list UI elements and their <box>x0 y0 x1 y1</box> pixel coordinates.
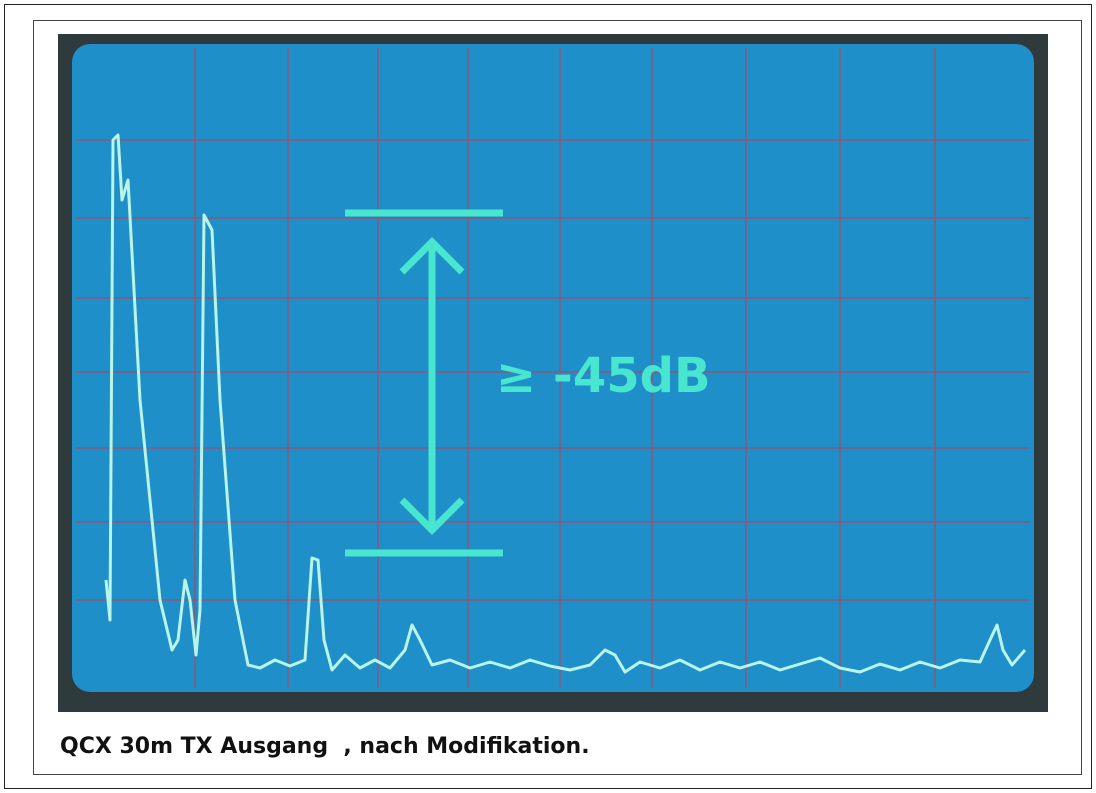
figure: ≥ -45dB QCX 30m TX Ausgang , nach Modifi… <box>0 0 1096 793</box>
page: ≥ -45dB QCX 30m TX Ausgang , nach Modifi… <box>0 0 1096 793</box>
db-label: ≥ -45dB <box>496 348 711 404</box>
caption: QCX 30m TX Ausgang , nach Modifikation. <box>60 734 590 759</box>
